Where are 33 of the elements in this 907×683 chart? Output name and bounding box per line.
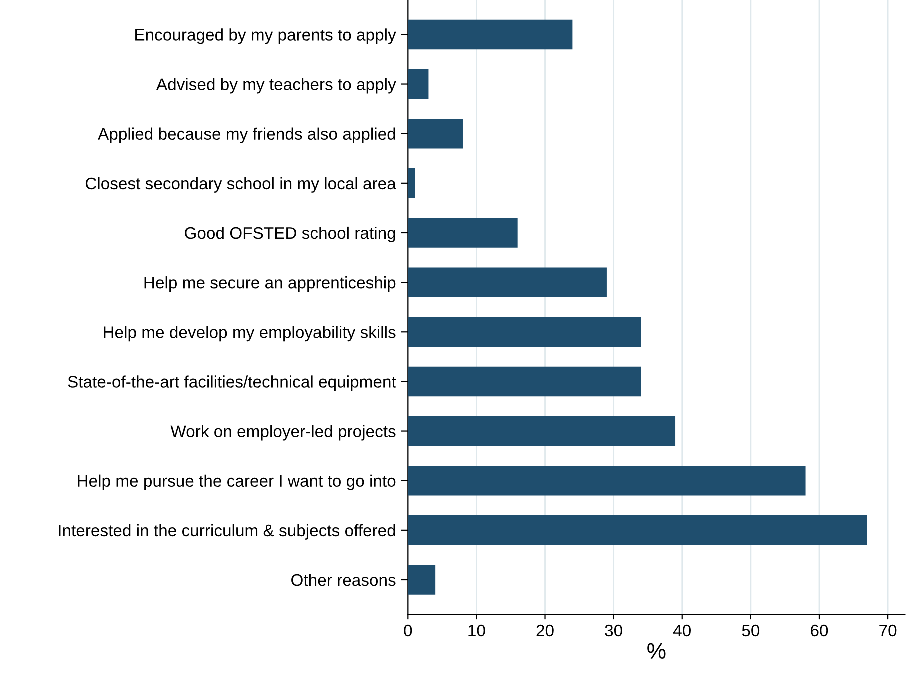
bar <box>408 416 676 446</box>
bar <box>408 317 642 348</box>
y-tick-label: Encouraged by my parents to apply <box>136 28 396 44</box>
y-tick-label: Work on employer-led projects <box>170 425 396 441</box>
x-tick-label: 20 <box>536 624 554 637</box>
x-tick-label: 30 <box>605 624 622 637</box>
y-tick-label: Help me secure an apprenticeship <box>144 276 396 292</box>
x-tick-label: 10 <box>468 624 486 637</box>
y-tick-label: Good OFSTED school rating <box>185 226 396 242</box>
x-axis-title: % <box>648 643 666 659</box>
y-tick-label: Applied because my friends also applied <box>98 128 396 144</box>
x-tick-label: 70 <box>880 624 897 637</box>
y-tick-label: State-of-the-art facilities/technical equipment <box>68 376 396 392</box>
bar <box>408 516 868 546</box>
bar <box>408 366 642 397</box>
y-tick-label: Help me pursue the career I want to go into <box>78 474 396 490</box>
bar <box>408 168 416 198</box>
y-tick-label: Help me develop my employability skills <box>104 326 396 342</box>
bar <box>408 268 607 298</box>
bar <box>408 69 429 100</box>
y-tick-label: Other reasons <box>292 574 396 586</box>
y-tick-label: Interested in the curriculum & subjects offered <box>59 524 396 540</box>
bar <box>408 565 436 595</box>
x-tick-label: 40 <box>673 624 691 637</box>
x-tick-label: 60 <box>811 624 828 637</box>
bar <box>408 466 806 496</box>
bar <box>408 118 463 149</box>
x-tick-label: 50 <box>742 624 760 637</box>
x-tick-label: 0 <box>404 624 412 637</box>
bar <box>408 218 518 248</box>
bar <box>408 20 573 50</box>
y-tick-label: Advised by my teachers to apply <box>156 78 396 94</box>
y-tick-label: Closest secondary school in my local area <box>86 177 396 193</box>
